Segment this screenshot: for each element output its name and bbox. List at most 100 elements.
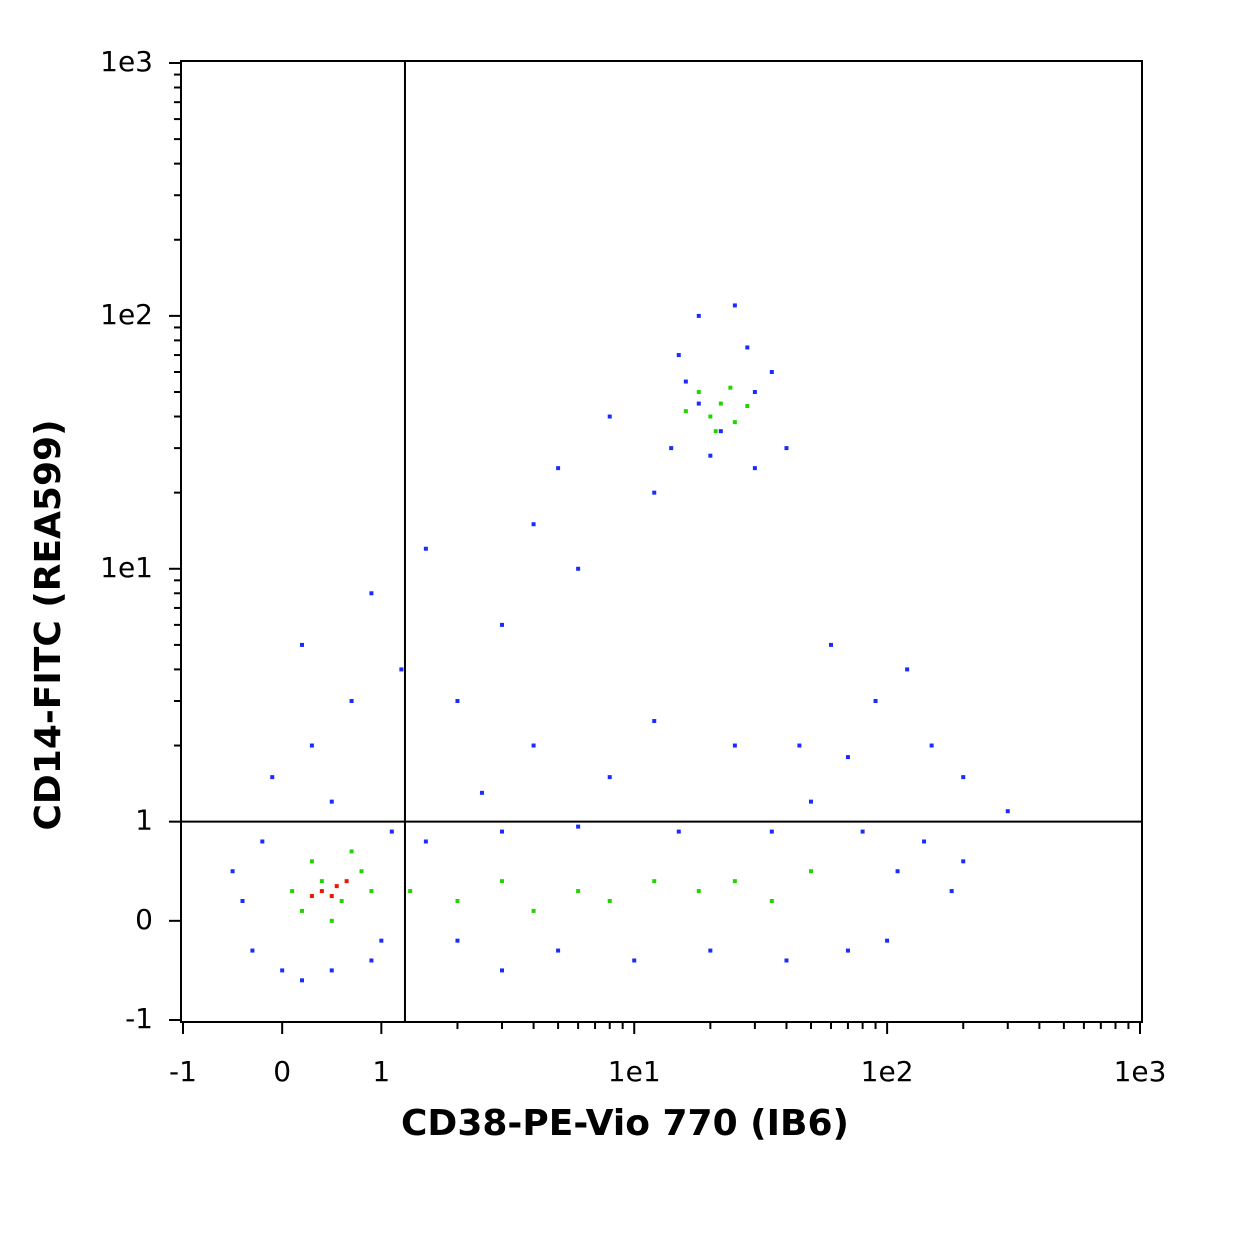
point [499, 829, 504, 834]
point [531, 522, 536, 527]
point [300, 978, 305, 983]
point [607, 775, 612, 780]
point [732, 303, 737, 308]
point [961, 775, 966, 780]
point [797, 743, 802, 748]
point [576, 566, 581, 571]
point [329, 968, 334, 973]
point [319, 889, 324, 894]
point [309, 743, 314, 748]
point [359, 869, 364, 874]
point [260, 839, 265, 844]
point [745, 404, 750, 409]
point [784, 446, 789, 451]
point [696, 889, 701, 894]
point [531, 743, 536, 748]
point [556, 948, 561, 953]
point [732, 420, 737, 425]
point [652, 879, 657, 884]
point [808, 799, 813, 804]
point [319, 879, 324, 884]
point [905, 667, 910, 672]
point [949, 889, 954, 894]
point [676, 353, 681, 358]
point [280, 968, 285, 973]
point [423, 839, 428, 844]
point [922, 839, 927, 844]
point [499, 622, 504, 627]
point [309, 859, 314, 864]
point [349, 849, 354, 854]
point [632, 958, 637, 963]
y-tick-label: 1e1 [100, 551, 153, 584]
point [683, 379, 688, 384]
point [713, 429, 718, 434]
point [652, 490, 657, 495]
x-tick-label: -1 [169, 1055, 197, 1088]
point [455, 938, 460, 943]
point [676, 829, 681, 834]
point [652, 719, 657, 724]
point [845, 755, 850, 760]
x-tick-label: 0 [273, 1055, 291, 1088]
point [732, 879, 737, 884]
point [455, 898, 460, 903]
point [718, 429, 723, 434]
point [369, 958, 374, 963]
point [708, 414, 713, 419]
point [399, 667, 404, 672]
x-tick-label: 1e3 [1114, 1055, 1167, 1088]
point [270, 775, 275, 780]
point [607, 414, 612, 419]
point [607, 898, 612, 903]
plot-frame [180, 60, 1143, 1023]
point [808, 869, 813, 874]
point [696, 401, 701, 406]
y-tick-label: 1e2 [100, 298, 153, 331]
point [329, 918, 334, 923]
point [895, 869, 900, 874]
point [683, 409, 688, 414]
point [769, 829, 774, 834]
point [752, 466, 757, 471]
point [455, 699, 460, 704]
point [728, 385, 733, 390]
point [885, 938, 890, 943]
y-axis-label: CD14-FITC (REA599) [28, 419, 69, 830]
point [576, 889, 581, 894]
point [769, 898, 774, 903]
point [784, 958, 789, 963]
point [696, 390, 701, 395]
point [334, 884, 339, 889]
x-tick-label: 1e1 [608, 1055, 661, 1088]
y-tick-label: 0 [135, 903, 153, 936]
point [929, 743, 934, 748]
point [369, 591, 374, 596]
point [499, 968, 504, 973]
x-axis-label: CD38-PE-Vio 770 (IB6) [401, 1103, 849, 1144]
point [290, 889, 295, 894]
point [769, 369, 774, 374]
point [669, 446, 674, 451]
point [745, 345, 750, 350]
y-tick-label: 1 [135, 804, 153, 837]
point [1005, 809, 1010, 814]
point [829, 642, 834, 647]
point [389, 829, 394, 834]
point [556, 466, 561, 471]
point [309, 894, 314, 899]
point [845, 948, 850, 953]
point [349, 699, 354, 704]
point [752, 390, 757, 395]
y-tick-label: -1 [125, 1002, 153, 1035]
point [696, 313, 701, 318]
point [479, 790, 484, 795]
point [329, 799, 334, 804]
point [379, 938, 384, 943]
point [423, 546, 428, 551]
point [531, 908, 536, 913]
point [860, 829, 865, 834]
y-tick-label: 1e3 [100, 45, 153, 78]
